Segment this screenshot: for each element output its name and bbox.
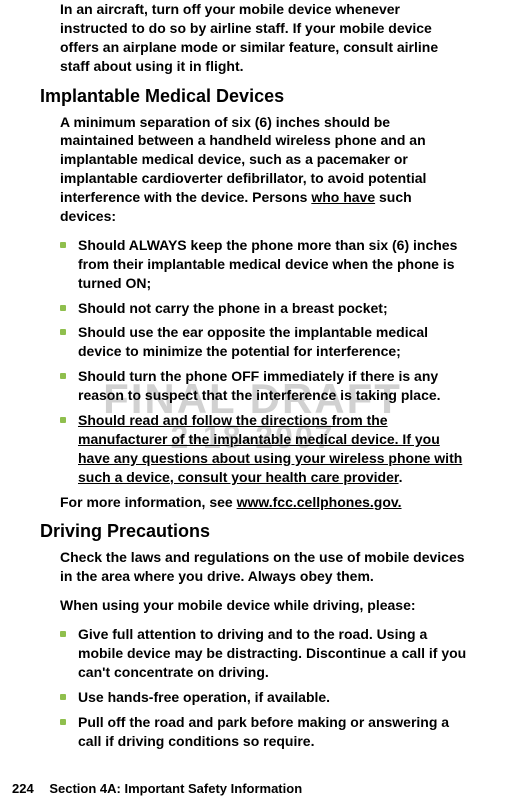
section1-more-info: For more information, see www.fcc.cellph… <box>60 493 467 512</box>
page-content: In an aircraft, turn off your mobile dev… <box>0 0 505 751</box>
section2-para2: When using your mobile device while driv… <box>60 596 467 615</box>
list-item: Should read and follow the directions fr… <box>60 411 467 487</box>
list-item: Should ALWAYS keep the phone more than s… <box>60 236 467 293</box>
footer-section-label: Section 4A: Important Safety Information <box>49 781 302 796</box>
list-item-post: . <box>399 469 403 485</box>
more-info-pre: For more information, see <box>60 494 237 510</box>
heading-driving: Driving Precautions <box>40 521 467 542</box>
section2-list: Give full attention to driving and to th… <box>60 625 467 750</box>
list-item: Should use the ear opposite the implanta… <box>60 323 467 361</box>
list-item-underline: Should read and follow the directions fr… <box>78 412 462 485</box>
more-info-link: www.fcc.cellphones.gov. <box>237 494 402 510</box>
list-item: Give full attention to driving and to th… <box>60 625 467 682</box>
list-item: Should turn the phone OFF immediately if… <box>60 367 467 405</box>
page-footer: 224 Section 4A: Important Safety Informa… <box>12 781 302 796</box>
section1-paragraph: A minimum separation of six (6) inches s… <box>60 113 467 226</box>
section1-list: Should ALWAYS keep the phone more than s… <box>60 236 467 487</box>
section2-para1: Check the laws and regulations on the us… <box>60 548 467 586</box>
list-item: Pull off the road and park before making… <box>60 713 467 751</box>
heading-implantable: Implantable Medical Devices <box>40 86 467 107</box>
page-number: 224 <box>12 781 34 796</box>
list-item: Use hands-free operation, if available. <box>60 688 467 707</box>
intro-paragraph: In an aircraft, turn off your mobile dev… <box>60 0 467 76</box>
section1-para-underline: who have <box>311 189 375 205</box>
list-item: Should not carry the phone in a breast p… <box>60 299 467 318</box>
